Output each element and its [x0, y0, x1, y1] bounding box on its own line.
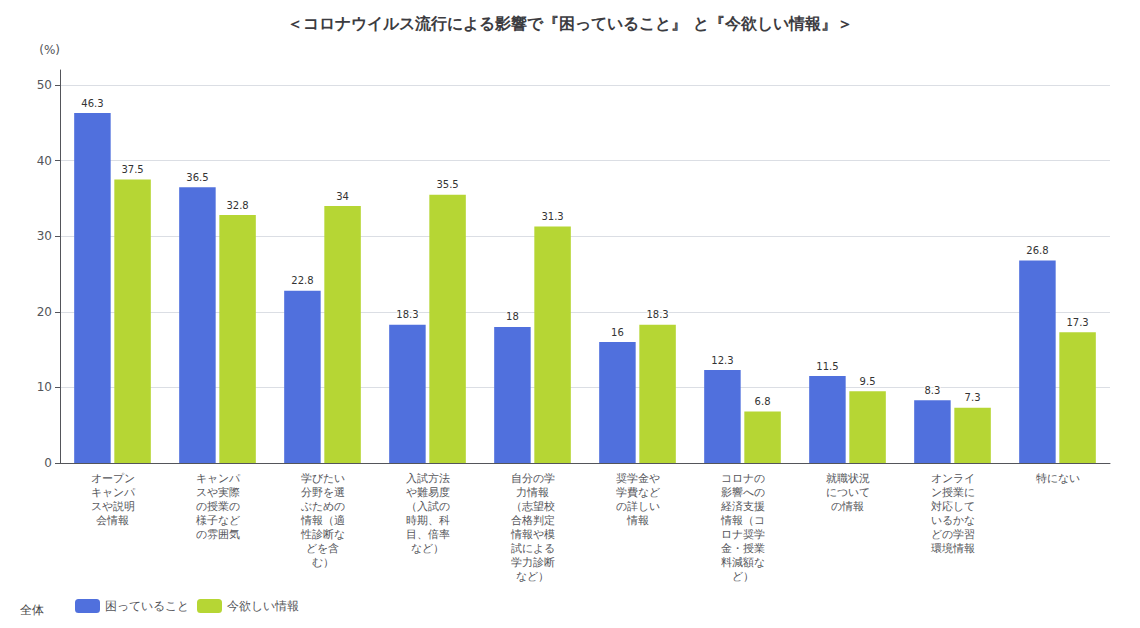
svg-text:情報（適: 情報（適: [300, 514, 345, 527]
svg-text:など）: など）: [516, 570, 549, 583]
svg-text:オープン: オープン: [91, 472, 135, 485]
svg-text:32.8: 32.8: [226, 200, 248, 211]
svg-text:分野を選: 分野を選: [301, 486, 345, 499]
svg-text:スや実際: スや実際: [196, 486, 240, 499]
svg-text:（志望校: （志望校: [511, 500, 555, 513]
svg-text:料減額な: 料減額な: [721, 556, 765, 569]
svg-text:50: 50: [37, 78, 52, 92]
svg-text:の情報: の情報: [831, 500, 864, 513]
svg-text:奨学金や: 奨学金や: [616, 472, 660, 485]
svg-text:など）: など）: [411, 542, 444, 555]
svg-text:環境情報: 環境情報: [931, 542, 975, 555]
svg-text:の授業の: の授業の: [196, 500, 240, 513]
svg-text:いるかな: いるかな: [931, 514, 975, 527]
svg-text:特にない: 特にない: [1036, 472, 1080, 485]
svg-text:22.8: 22.8: [291, 275, 313, 286]
svg-text:どの学習: どの学習: [931, 528, 975, 541]
svg-text:合格判定: 合格判定: [511, 514, 555, 527]
svg-text:＜コロナウイルス流行による影響で『困っていること』 と『今欲: ＜コロナウイルス流行による影響で『困っていること』 と『今欲しい情報』＞: [287, 14, 853, 33]
svg-text:ぶための: ぶための: [301, 500, 345, 513]
svg-text:金・授業: 金・授業: [721, 542, 765, 555]
svg-text:会情報: 会情報: [96, 514, 129, 527]
svg-text:や難易度: や難易度: [406, 486, 450, 499]
svg-text:キャンパ: キャンパ: [91, 486, 136, 499]
svg-text:17.3: 17.3: [1066, 317, 1088, 328]
svg-text:30: 30: [37, 229, 52, 243]
svg-text:学費など: 学費など: [616, 486, 660, 499]
svg-text:(%): (%): [39, 43, 60, 57]
svg-text:対応して: 対応して: [931, 500, 975, 513]
svg-text:スや説明: スや説明: [91, 500, 135, 513]
svg-text:情報や模: 情報や模: [510, 528, 555, 541]
svg-text:9.5: 9.5: [860, 376, 876, 387]
svg-text:コロナの: コロナの: [721, 472, 765, 485]
svg-text:7.3: 7.3: [965, 392, 981, 403]
svg-text:ン授業に: ン授業に: [931, 486, 975, 499]
svg-text:31.3: 31.3: [541, 211, 563, 222]
svg-text:情報: 情報: [626, 514, 649, 527]
svg-text:就職状況: 就職状況: [826, 472, 870, 485]
svg-text:0: 0: [44, 456, 52, 470]
svg-text:む）: む）: [312, 556, 334, 569]
svg-text:10: 10: [37, 380, 52, 394]
svg-text:18.3: 18.3: [646, 309, 668, 320]
svg-text:目、倍率: 目、倍率: [406, 528, 450, 541]
svg-text:全体: 全体: [20, 603, 44, 617]
svg-text:36.5: 36.5: [186, 172, 208, 183]
svg-text:ロナ奨学: ロナ奨学: [721, 528, 765, 541]
svg-text:37.5: 37.5: [121, 164, 143, 175]
svg-text:オンライ: オンライ: [931, 472, 975, 485]
svg-text:時期、科: 時期、科: [406, 514, 450, 527]
svg-text:26.8: 26.8: [1026, 245, 1048, 256]
svg-text:今欲しい情報: 今欲しい情報: [227, 599, 299, 613]
svg-text:34: 34: [336, 191, 349, 202]
svg-text:18.3: 18.3: [396, 309, 418, 320]
svg-text:様子など: 様子など: [196, 514, 240, 527]
svg-text:困っていること: 困っていること: [105, 599, 189, 613]
svg-text:20: 20: [37, 305, 52, 319]
svg-text:40: 40: [37, 154, 52, 168]
svg-text:12.3: 12.3: [711, 355, 733, 366]
svg-text:46.3: 46.3: [81, 98, 103, 109]
svg-text:18: 18: [506, 311, 519, 322]
svg-text:力情報: 力情報: [516, 486, 549, 499]
svg-text:（入試の: （入試の: [406, 500, 450, 513]
svg-text:11.5: 11.5: [816, 361, 838, 372]
svg-text:学びたい: 学びたい: [301, 472, 345, 485]
svg-text:情報（コ: 情報（コ: [720, 514, 765, 527]
svg-text:学力診断: 学力診断: [511, 556, 555, 569]
svg-text:キャンパ: キャンパ: [196, 472, 241, 485]
svg-text:自分の学: 自分の学: [511, 472, 555, 485]
svg-text:試による: 試による: [511, 542, 555, 555]
svg-text:35.5: 35.5: [436, 179, 458, 190]
svg-text:16: 16: [611, 327, 624, 338]
svg-text:8.3: 8.3: [924, 385, 940, 396]
svg-text:の詳しい: の詳しい: [616, 500, 660, 513]
svg-text:入試方法: 入試方法: [406, 472, 450, 485]
svg-text:6.8: 6.8: [755, 396, 771, 407]
svg-text:影響への: 影響への: [721, 486, 765, 499]
svg-text:の雰囲気: の雰囲気: [196, 528, 240, 541]
svg-text:について: について: [826, 486, 870, 499]
svg-text:性診断な: 性診断な: [300, 528, 345, 541]
svg-text:ど）: ど）: [732, 570, 754, 583]
svg-text:経済支援: 経済支援: [720, 500, 765, 513]
svg-text:どを含: どを含: [306, 542, 339, 555]
